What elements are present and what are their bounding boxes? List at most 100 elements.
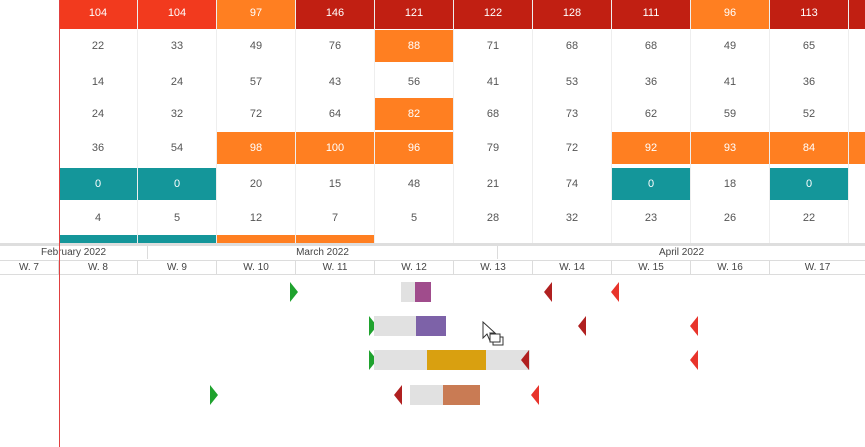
heatmap-cell[interactable]: 72 [533, 132, 611, 164]
heatmap-cell[interactable] [849, 235, 865, 243]
heatmap-cell[interactable]: 98 [217, 132, 295, 164]
heatmap-cell[interactable]: 53 [533, 66, 611, 98]
heatmap-cell[interactable]: 36 [770, 66, 848, 98]
heatmap-cell[interactable] [612, 235, 690, 243]
green-triangle-icon[interactable] [369, 316, 377, 336]
heatmap-cell[interactable]: 0 [612, 168, 690, 200]
heatmap-cell[interactable]: 100 [296, 132, 374, 164]
heatmap-cell[interactable]: 57 [217, 66, 295, 98]
heatmap-cell[interactable] [454, 235, 532, 243]
red-triangle-icon[interactable] [394, 385, 402, 405]
task-progress[interactable] [443, 385, 480, 405]
heatmap-cell[interactable]: 88 [375, 30, 453, 62]
heatmap-cell[interactable]: 111 [612, 0, 690, 29]
heatmap-cell[interactable]: 122 [454, 0, 532, 29]
heatmap-cell[interactable] [691, 235, 769, 243]
heatmap-cell[interactable]: 96 [375, 132, 453, 164]
heatmap-cell[interactable]: 128 [533, 0, 611, 29]
heatmap-cell[interactable] [849, 30, 865, 62]
heatmap-cell[interactable] [296, 235, 374, 243]
heatmap-cell[interactable]: 49 [217, 30, 295, 62]
heatmap-cell[interactable]: 71 [454, 30, 532, 62]
heatmap-cell[interactable] [375, 235, 453, 243]
heatmap-cell[interactable]: 93 [691, 132, 769, 164]
heatmap-cell[interactable] [138, 235, 216, 243]
heatmap-cell[interactable] [849, 168, 865, 200]
heatmap-cell[interactable]: 41 [454, 66, 532, 98]
heatmap-cell[interactable]: 20 [217, 168, 295, 200]
red-triangle-icon[interactable] [690, 316, 698, 336]
heatmap-cell[interactable]: 4 [59, 202, 137, 234]
heatmap-cell[interactable]: 14 [59, 66, 137, 98]
heatmap-cell[interactable]: 22 [59, 30, 137, 62]
red-triangle-icon[interactable] [521, 350, 529, 370]
heatmap-cell[interactable]: 76 [296, 30, 374, 62]
heatmap-cell[interactable]: 84 [770, 132, 848, 164]
heatmap-cell[interactable] [770, 235, 848, 243]
heatmap-cell[interactable]: 104 [59, 0, 137, 29]
heatmap-cell[interactable]: 5 [375, 202, 453, 234]
heatmap-cell[interactable] [849, 98, 865, 130]
heatmap-cell[interactable]: 97 [217, 0, 295, 29]
heatmap-cell[interactable]: 59 [691, 98, 769, 130]
heatmap-cell[interactable]: 23 [612, 202, 690, 234]
heatmap-cell[interactable]: 21 [454, 168, 532, 200]
heatmap-cell[interactable]: 36 [612, 66, 690, 98]
heatmap-cell[interactable]: 41 [691, 66, 769, 98]
heatmap-cell[interactable] [849, 202, 865, 234]
heatmap-cell[interactable]: 48 [375, 168, 453, 200]
heatmap-cell[interactable]: 43 [296, 66, 374, 98]
heatmap-cell[interactable]: 54 [138, 132, 216, 164]
heatmap-cell[interactable]: 65 [770, 30, 848, 62]
green-triangle-icon[interactable] [290, 282, 298, 302]
green-triangle-icon[interactable] [369, 350, 377, 370]
heatmap-cell[interactable]: 49 [691, 30, 769, 62]
heatmap-cell[interactable]: 52 [770, 98, 848, 130]
heatmap-cell[interactable]: 33 [138, 30, 216, 62]
red-triangle-icon[interactable] [544, 282, 552, 302]
heatmap-cell[interactable]: 32 [533, 202, 611, 234]
heatmap-cell[interactable]: 146 [296, 0, 374, 29]
heatmap-cell[interactable]: 79 [454, 132, 532, 164]
heatmap-cell[interactable]: 68 [454, 98, 532, 130]
heatmap-cell[interactable]: 5 [138, 202, 216, 234]
heatmap-cell[interactable]: 36 [59, 132, 137, 164]
heatmap-cell[interactable]: 24 [138, 66, 216, 98]
red-triangle-icon[interactable] [690, 350, 698, 370]
heatmap-cell[interactable]: 22 [770, 202, 848, 234]
task-progress[interactable] [416, 316, 446, 336]
heatmap-cell[interactable]: 104 [138, 0, 216, 29]
heatmap-cell[interactable]: 82 [375, 98, 453, 130]
heatmap-cell[interactable] [849, 132, 865, 164]
heatmap-cell[interactable]: 7 [296, 202, 374, 234]
heatmap-cell[interactable]: 0 [59, 168, 137, 200]
heatmap-cell[interactable]: 113 [770, 0, 848, 29]
pane-splitter[interactable] [0, 243, 865, 246]
heatmap-cell[interactable]: 68 [612, 30, 690, 62]
heatmap-cell[interactable] [59, 235, 137, 243]
heatmap-cell[interactable]: 26 [691, 202, 769, 234]
task-progress[interactable] [427, 350, 486, 370]
heatmap-cell[interactable] [849, 0, 865, 29]
task-progress[interactable] [415, 282, 431, 302]
heatmap-cell[interactable]: 62 [612, 98, 690, 130]
heatmap-cell[interactable]: 96 [691, 0, 769, 29]
heatmap-cell[interactable]: 15 [296, 168, 374, 200]
heatmap-cell[interactable]: 32 [138, 98, 216, 130]
heatmap-cell[interactable]: 56 [375, 66, 453, 98]
heatmap-cell[interactable]: 12 [217, 202, 295, 234]
heatmap-cell[interactable] [849, 66, 865, 98]
red-triangle-icon[interactable] [531, 385, 539, 405]
heatmap-cell[interactable]: 73 [533, 98, 611, 130]
heatmap-cell[interactable]: 18 [691, 168, 769, 200]
heatmap-cell[interactable]: 92 [612, 132, 690, 164]
heatmap-cell[interactable]: 72 [217, 98, 295, 130]
heatmap-cell[interactable] [533, 235, 611, 243]
heatmap-cell[interactable] [217, 235, 295, 243]
heatmap-cell[interactable]: 24 [59, 98, 137, 130]
red-triangle-icon[interactable] [611, 282, 619, 302]
heatmap-cell[interactable]: 64 [296, 98, 374, 130]
heatmap-cell[interactable]: 0 [770, 168, 848, 200]
heatmap-cell[interactable]: 74 [533, 168, 611, 200]
green-triangle-icon[interactable] [210, 385, 218, 405]
